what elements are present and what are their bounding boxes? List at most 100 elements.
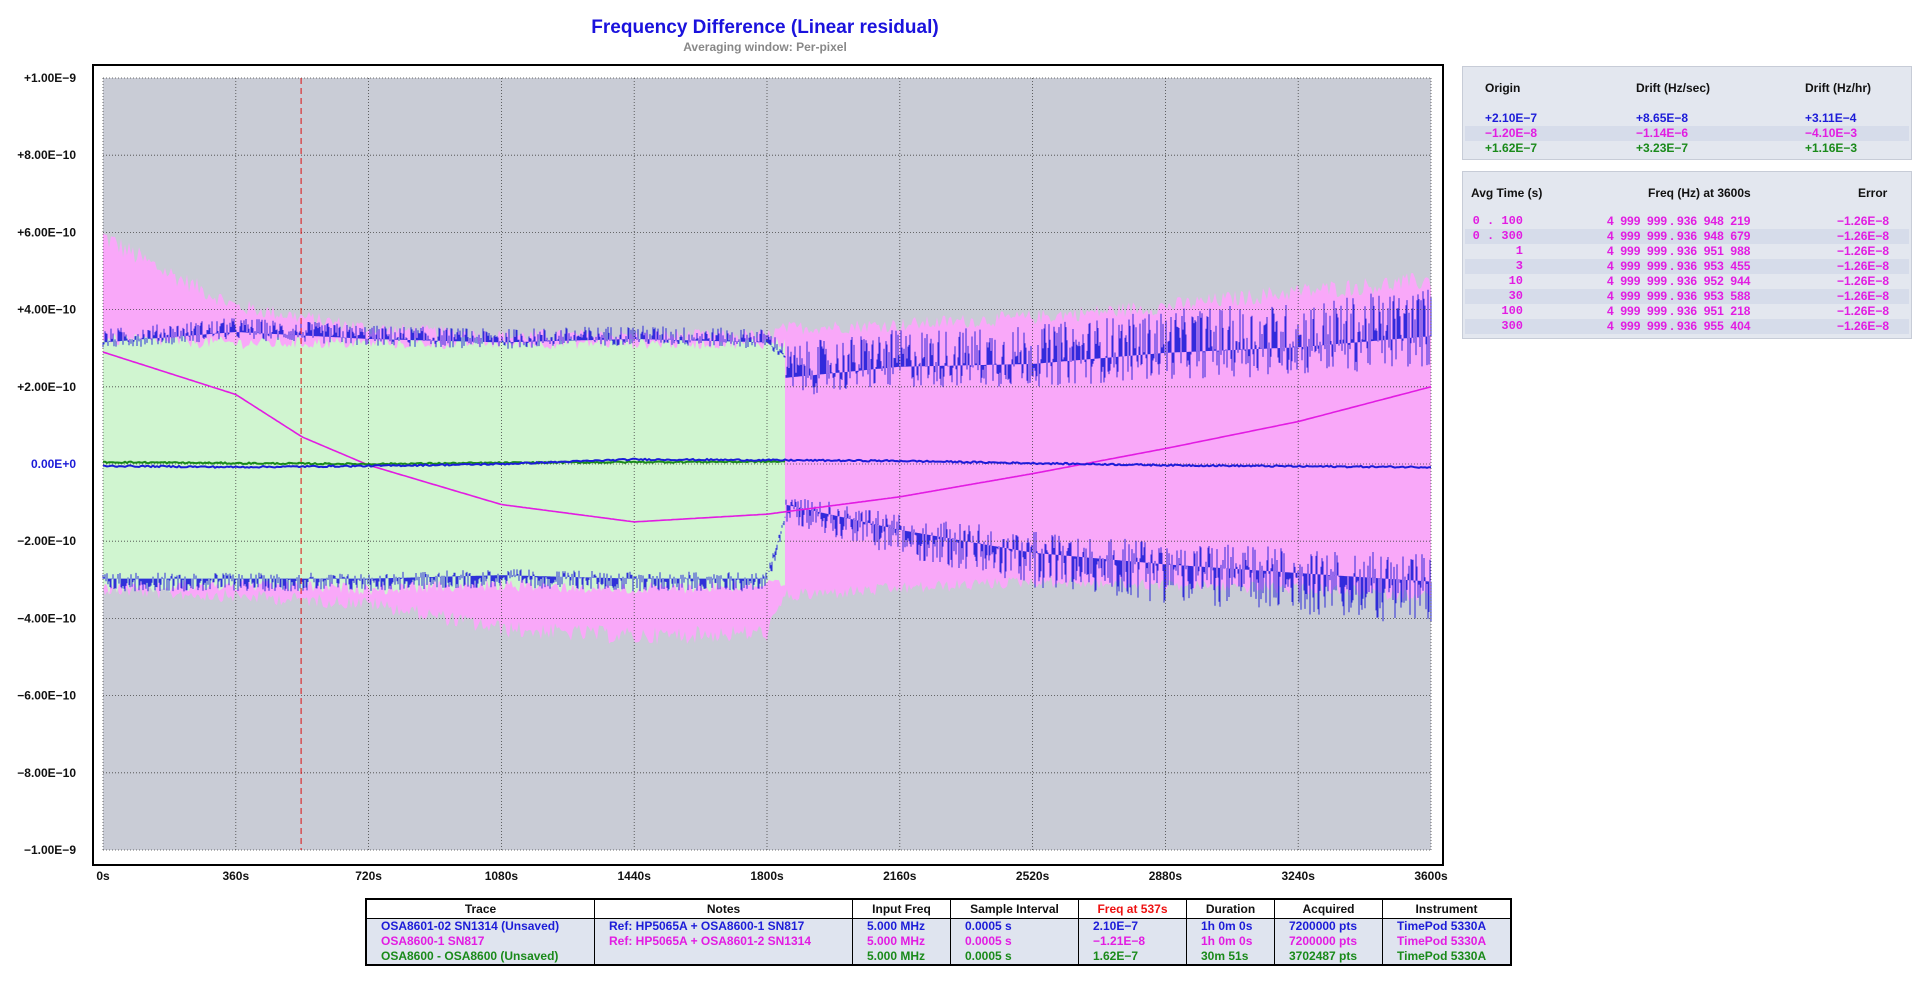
drift-row: +2.10E−7 +8.65E−8 +3.11E−4 — [1465, 111, 1909, 126]
col-duration: Duration — [1186, 898, 1275, 919]
drift-hz-hr-value: +3.11E−4 — [1805, 111, 1857, 125]
trace-input-freq: 5.000 MHz — [867, 934, 926, 948]
trace-freq-at-marker: 2.10E−7 — [1093, 919, 1139, 933]
avg-header-freq: Freq (Hz) at 3600s — [1648, 186, 1751, 200]
avg-row: 0 . 100 4 999 999 . 936 948 219 −1.26E−8 — [1465, 214, 1909, 229]
col-trace: Trace — [365, 898, 595, 919]
blue-trace-line — [102, 457, 1432, 469]
trace-lines — [102, 78, 1432, 850]
cell-input-freq: 5.000 MHz 5.000 MHz 5.000 MHz — [852, 918, 951, 965]
avg-freq-value: 4 999 999 . 936 948 219 — [1607, 214, 1751, 228]
x-tick-label: 2880s — [1149, 869, 1183, 883]
y-tick-label: +6.00E−10 — [17, 225, 76, 239]
envelope-blue-spikes — [102, 289, 1432, 622]
avg-header-error: Error — [1858, 186, 1888, 200]
blue-noise-spikes — [102, 289, 1432, 622]
cell-sample-interval: 0.0005 s 0.0005 s 0.0005 s — [950, 918, 1079, 965]
avg-freq-value: 4 999 999 . 936 948 679 — [1607, 229, 1751, 243]
avg-time-value: 30 — [1508, 289, 1523, 303]
avg-row: 0 . 300 4 999 999 . 936 948 679 −1.26E−8 — [1465, 229, 1909, 244]
trace-notes: Ref: HP5065A + OSA8601-2 SN1314 — [609, 934, 811, 948]
trace-acquired: 7200000 pts — [1289, 934, 1358, 948]
col-instrument: Instrument — [1382, 898, 1512, 919]
averaging-panel: Avg Time (s) Freq (Hz) at 3600s Error 0 … — [1462, 171, 1912, 339]
avg-time-value: 3 — [1515, 259, 1523, 273]
avg-row: 10 4 999 999 . 936 952 944 −1.26E−8 — [1465, 274, 1909, 289]
x-tick-label: 3600s — [1414, 869, 1448, 883]
trace-instrument: TimePod 5330A — [1397, 934, 1487, 948]
col-input-freq: Input Freq — [852, 898, 951, 919]
avg-header-time: Avg Time (s) — [1471, 186, 1543, 200]
cell-freq-at-marker: 2.10E−7 −1.21E−8 1.62E−7 — [1078, 918, 1187, 965]
trace-duration: 30m 51s — [1201, 949, 1249, 963]
y-tick-label: −1.00E−9 — [24, 843, 76, 857]
trace-notes — [609, 949, 842, 964]
avg-error-value: −1.26E−8 — [1837, 319, 1890, 333]
y-tick-label: −6.00E−10 — [17, 689, 76, 703]
trace-sample-interval: 0.0005 s — [965, 919, 1012, 933]
avg-freq-value: 4 999 999 . 936 955 404 — [1607, 319, 1751, 333]
drift-hz-hr-value: −4.10E−3 — [1805, 126, 1858, 140]
drift-origin-value: +1.62E−7 — [1485, 141, 1538, 155]
drift-hz-hr-value: +1.16E−3 — [1805, 141, 1858, 155]
drift-header-origin: Origin — [1485, 81, 1521, 95]
col-notes: Notes — [594, 898, 853, 919]
col-sample-interval: Sample Interval — [950, 898, 1079, 919]
avg-row: 100 4 999 999 . 936 951 218 −1.26E−8 — [1465, 304, 1909, 319]
drift-hz-sec-value: +3.23E−7 — [1636, 141, 1689, 155]
trace-instrument: TimePod 5330A — [1397, 949, 1487, 963]
trace-acquired: 7200000 pts — [1289, 919, 1358, 933]
x-tick-label: 2520s — [1016, 869, 1050, 883]
drift-origin-value: −1.20E−8 — [1485, 126, 1538, 140]
y-tick-label: +4.00E−10 — [17, 303, 76, 317]
drift-header-hz-sec: Drift (Hz/sec) — [1636, 81, 1711, 95]
avg-time-value: 100 — [1501, 304, 1523, 318]
y-axis-ticks: +1.00E−9 +8.00E−10 +6.00E−10 +4.00E−10 +2.00… — [17, 71, 76, 857]
frequency-difference-chart: +1.00E−9 +8.00E−10 +6.00E−10 +4.00E−10 +2.00… — [17, 64, 1448, 883]
trace-input-freq: 5.000 MHz — [867, 949, 926, 963]
trace-name: OSA8600 - OSA8600 (Unsaved) — [381, 949, 559, 963]
trace-table-body: OSA8601-02 SN1314 (Unsaved) OSA8600-1 SN8… — [365, 918, 1512, 965]
avg-row: 30 4 999 999 . 936 953 588 −1.26E−8 — [1465, 289, 1909, 304]
x-tick-label: 1800s — [750, 869, 784, 883]
y-tick-label: 0.00E+0 — [31, 457, 76, 471]
drift-origin-value: +2.10E−7 — [1485, 111, 1538, 125]
trace-duration: 1h 0m 0s — [1201, 934, 1253, 948]
cell-trace: OSA8601-02 SN1314 (Unsaved) OSA8600-1 SN8… — [365, 918, 595, 965]
avg-error-value: −1.26E−8 — [1837, 304, 1890, 318]
trace-name: OSA8600-1 SN817 — [381, 934, 485, 948]
x-tick-label: 360s — [222, 869, 249, 883]
avg-error-value: −1.26E−8 — [1837, 244, 1890, 258]
trace-freq-at-marker: 1.62E−7 — [1093, 949, 1139, 963]
trace-freq-at-marker: −1.21E−8 — [1093, 934, 1146, 948]
x-tick-label: 1440s — [618, 869, 652, 883]
drift-header-hz-hr: Drift (Hz/hr) — [1805, 81, 1871, 95]
green-trace-line — [103, 459, 786, 466]
avg-time-value: 0 . 100 — [1472, 214, 1523, 228]
avg-freq-value: 4 999 999 . 936 953 455 — [1607, 259, 1751, 273]
avg-row: 300 4 999 999 . 936 955 404 −1.26E−8 — [1465, 319, 1909, 334]
y-tick-label: +1.00E−9 — [24, 71, 76, 85]
x-tick-label: 3240s — [1282, 869, 1316, 883]
avg-time-value: 1 — [1515, 244, 1523, 258]
avg-time-value: 10 — [1508, 274, 1523, 288]
avg-error-value: −1.26E−8 — [1837, 229, 1890, 243]
x-axis-ticks: 0s 360s 720s 1080s 1440s 1800s 2160s 2520s 2880s… — [96, 869, 1448, 883]
trace-table-header-row: Trace Notes Input Freq Sample Interval F… — [365, 898, 1512, 919]
trace-notes: Ref: HP5065A + OSA8600-1 SN817 — [609, 919, 805, 933]
avg-error-value: −1.26E−8 — [1837, 214, 1890, 228]
avg-freq-value: 4 999 999 . 936 951 988 — [1607, 244, 1751, 258]
chart-subtitle: Averaging window: Per-pixel — [683, 40, 847, 54]
trace-sample-interval: 0.0005 s — [965, 934, 1012, 948]
trace-acquired: 3702487 pts — [1289, 949, 1358, 963]
x-tick-label: 1080s — [485, 869, 519, 883]
trace-table: Trace Notes Input Freq Sample Interval F… — [365, 898, 1512, 966]
trace-instrument: TimePod 5330A — [1397, 919, 1487, 933]
magenta-trace-line — [102, 351, 1432, 523]
x-tick-label: 0s — [96, 869, 110, 883]
y-tick-label: +2.00E−10 — [17, 380, 76, 394]
avg-row: 3 4 999 999 . 936 953 455 −1.26E−8 — [1465, 259, 1909, 274]
trace-input-freq: 5.000 MHz — [867, 919, 926, 933]
drift-hz-sec-value: −1.14E−6 — [1636, 126, 1689, 140]
drift-row: −1.20E−8 −1.14E−6 −4.10E−3 — [1465, 126, 1909, 141]
